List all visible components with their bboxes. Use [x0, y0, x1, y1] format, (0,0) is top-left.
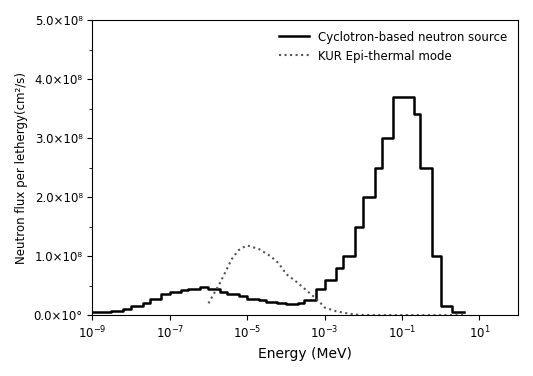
Y-axis label: Neutron flux per lethergy(cm²/s): Neutron flux per lethergy(cm²/s) — [15, 71, 28, 264]
X-axis label: Energy (MeV): Energy (MeV) — [259, 347, 352, 361]
Legend: Cyclotron-based neutron source, KUR Epi-thermal mode: Cyclotron-based neutron source, KUR Epi-… — [274, 26, 512, 67]
